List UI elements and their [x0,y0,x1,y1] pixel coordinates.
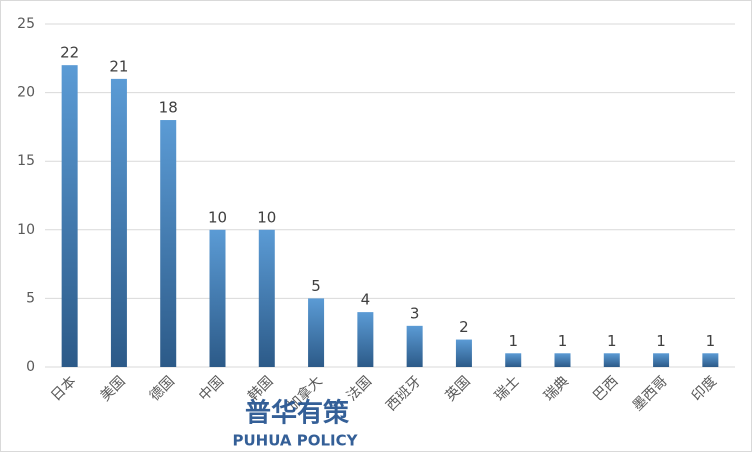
value-label: 21 [109,57,128,75]
value-label: 18 [159,99,178,117]
bar [110,78,127,367]
value-label: 22 [60,44,79,62]
value-label: 10 [208,208,227,226]
y-tick-label: 10 [17,222,35,238]
bar [61,65,78,367]
y-tick-label: 5 [26,290,35,306]
value-label: 2 [459,318,469,336]
bar [308,298,325,367]
bar [603,353,620,367]
bar [505,353,522,367]
bar [209,229,226,367]
value-label: 10 [257,208,276,226]
bar [653,353,670,367]
bar [357,312,374,367]
y-tick-label: 25 [17,16,35,32]
watermark-subtitle: PUHUA POLICY [232,432,358,450]
value-label: 5 [311,277,321,295]
value-label: 1 [656,332,666,350]
bar [406,325,423,367]
value-label: 1 [508,332,518,350]
bar [258,229,275,367]
bar [554,353,571,367]
value-label: 4 [361,291,371,309]
value-label: 1 [607,332,617,350]
value-label: 1 [706,332,716,350]
value-label: 1 [558,332,568,350]
bar [702,353,719,367]
y-tick-label: 0 [26,359,35,375]
y-tick-label: 15 [17,153,35,169]
bar [160,120,177,367]
y-tick-label: 20 [17,85,35,101]
bar [455,339,472,367]
watermark-title: 普华有策 [245,398,349,429]
value-label: 3 [410,304,420,322]
